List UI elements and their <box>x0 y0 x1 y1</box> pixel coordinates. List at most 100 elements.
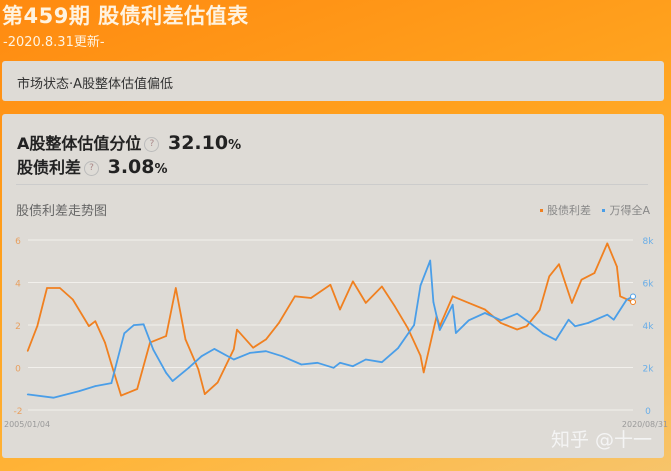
data-point <box>46 287 48 289</box>
data-point <box>332 367 335 369</box>
data-point <box>36 325 39 327</box>
data-point <box>265 350 267 353</box>
divider <box>16 184 648 185</box>
data-point <box>484 308 486 311</box>
data-point <box>625 298 628 301</box>
data-point <box>200 355 203 358</box>
data-point <box>593 272 596 274</box>
data-point <box>500 322 502 324</box>
y-right-tick-label: 0 <box>645 407 651 417</box>
valuation-percentile: A股整体估值分位? 32.10% <box>17 130 241 154</box>
data-point <box>339 362 341 364</box>
chart-title: 股债利差走势图 <box>16 204 108 219</box>
data-point <box>529 322 531 324</box>
y-left-tick-label: 4 <box>15 280 21 290</box>
data-point <box>197 368 200 371</box>
legend-item-spread[interactable]: 股债利差 <box>532 204 591 217</box>
end-marker <box>630 293 636 300</box>
data-point <box>133 324 135 326</box>
data-point <box>542 332 544 335</box>
metric-label: A股整体估值分位 <box>17 134 142 153</box>
data-point <box>516 328 518 331</box>
data-point <box>500 319 502 322</box>
data-point <box>439 329 441 331</box>
data-point <box>554 339 557 341</box>
data-point <box>429 259 431 262</box>
data-point <box>165 335 167 337</box>
metric-unit: % <box>154 162 168 177</box>
data-point <box>422 371 425 374</box>
data-point <box>451 303 454 306</box>
data-point <box>110 382 113 384</box>
help-icon[interactable]: ? <box>84 161 100 176</box>
equity-bond-spread: 股债利差? 3.08% <box>17 154 168 178</box>
data-point <box>213 348 216 350</box>
update-date: -2020.8.31更新- <box>3 35 105 50</box>
data-point <box>352 280 354 283</box>
data-point <box>294 295 296 298</box>
data-point <box>265 338 267 341</box>
legend-item-wind-a[interactable]: 万得全A <box>594 204 650 217</box>
data-point <box>184 338 187 341</box>
data-point <box>152 348 155 351</box>
metric-value: 3.08 <box>107 156 155 178</box>
data-point <box>525 325 528 327</box>
data-point <box>606 242 609 245</box>
data-point <box>310 297 312 299</box>
data-point <box>538 309 541 311</box>
x-tick-label: 2005/01/04 <box>4 420 50 429</box>
data-point <box>516 312 518 315</box>
data-point <box>619 295 621 298</box>
data-point <box>120 394 122 397</box>
legend-label: 股债利差 <box>546 204 591 217</box>
data-point <box>558 263 560 266</box>
data-point <box>281 355 283 358</box>
data-point <box>123 332 126 335</box>
data-point <box>278 322 280 324</box>
data-point <box>232 348 235 351</box>
chart-legend: 股债利差 万得全A <box>532 202 650 218</box>
data-point <box>397 347 399 350</box>
data-point <box>165 372 167 374</box>
metric-unit: % <box>228 138 242 153</box>
data-point <box>574 325 576 328</box>
data-point <box>187 367 190 369</box>
data-point <box>78 390 81 392</box>
data-point <box>587 322 589 324</box>
data-point <box>136 388 138 390</box>
data-point <box>352 365 354 367</box>
data-point <box>52 396 55 399</box>
page-title: 第459期 股债利差估值表 <box>2 4 249 28</box>
data-point <box>142 323 145 326</box>
data-point <box>252 346 254 349</box>
metric-value: 32.10 <box>167 132 229 154</box>
x-tick-label: 2020/08/31 <box>622 420 668 429</box>
data-point <box>232 358 235 361</box>
y-left-tick-label: -2 <box>14 407 23 417</box>
data-point <box>216 381 219 384</box>
data-point <box>94 385 97 387</box>
y-right-tick-label: 8k <box>643 237 655 247</box>
data-point <box>606 313 609 316</box>
data-point <box>612 318 615 321</box>
data-point <box>110 363 113 365</box>
y-left-tick-label: 0 <box>15 365 21 375</box>
data-point <box>364 358 367 361</box>
data-point <box>329 284 332 286</box>
spread-line <box>26 242 634 397</box>
data-point <box>26 350 29 352</box>
data-point <box>419 355 422 357</box>
data-point <box>616 265 618 268</box>
data-point <box>104 341 106 344</box>
data-point <box>455 332 457 334</box>
data-point <box>59 287 61 289</box>
data-point <box>300 363 303 366</box>
data-point <box>580 278 583 281</box>
data-point <box>316 362 319 364</box>
help-icon[interactable]: ? <box>144 137 160 152</box>
metric-label: 股债利差 <box>17 158 82 177</box>
data-point <box>26 393 29 396</box>
y-left-tick-label: 2 <box>15 322 21 332</box>
market-status-text: 市场状态·A股整体估值偏低 <box>17 77 174 92</box>
data-point <box>567 318 570 321</box>
